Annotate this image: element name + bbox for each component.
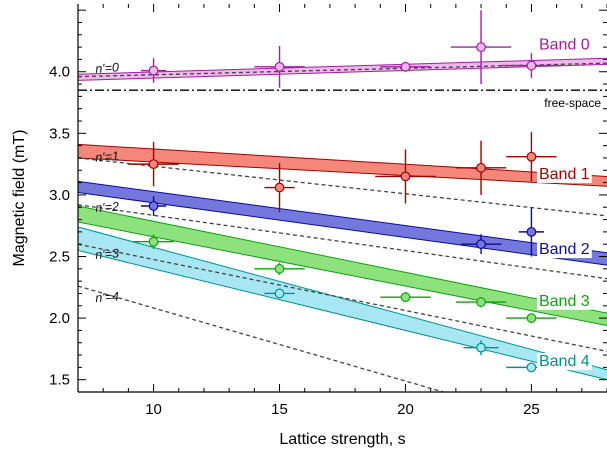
data-marker xyxy=(476,342,486,353)
y-tick-label: 3.0 xyxy=(49,187,70,204)
dashed-label-1: n'=1 xyxy=(95,149,120,165)
data-marker xyxy=(526,362,537,373)
data-marker xyxy=(476,162,486,173)
x-tick-label: 10 xyxy=(145,401,162,418)
plot-area: n'=0 n'=1 n'=2 n'=3 n'=4 Band 0 Band 1 Band 2 Ba… xyxy=(78,10,607,392)
data-point-0-0 xyxy=(140,58,167,83)
data-point-0-4 xyxy=(501,53,562,78)
band-lower-edge-1 xyxy=(78,157,607,187)
data-point-3-3 xyxy=(455,297,507,308)
data-marker xyxy=(148,159,159,170)
data-marker xyxy=(274,61,285,72)
data-point-1-0 xyxy=(128,141,179,187)
band-lower-edge-3 xyxy=(78,221,607,326)
data-marker xyxy=(526,313,537,323)
band-upper-edge-1 xyxy=(78,143,607,177)
band-label-4: Band 4 xyxy=(539,353,590,370)
x-tick-label: 25 xyxy=(523,401,540,418)
band-fill-0 xyxy=(78,58,607,81)
data-point-2-0 xyxy=(140,196,167,216)
band-label-bg-3 xyxy=(536,292,592,310)
dashed-label-4: n'=4 xyxy=(95,289,120,305)
data-point-4-0 xyxy=(264,288,295,299)
data-point-3-1 xyxy=(254,262,305,275)
band-lower-edge-2 xyxy=(78,191,607,266)
data-marker xyxy=(476,297,486,307)
band-label-bg-1 xyxy=(536,165,592,183)
band-fill-1 xyxy=(78,144,607,187)
band-lower-edge-0 xyxy=(78,63,607,81)
band-fill-4 xyxy=(78,226,607,380)
data-marker xyxy=(274,263,285,274)
free-space-label-bg xyxy=(541,96,605,111)
band-label-bg-2 xyxy=(536,241,592,259)
data-marker xyxy=(400,292,411,303)
data-point-1-3 xyxy=(455,140,507,195)
data-marker xyxy=(526,226,537,237)
data-point-3-0 xyxy=(133,234,174,250)
x-tick-label: 20 xyxy=(397,401,414,418)
data-marker xyxy=(148,236,159,247)
dashed-label-0: n'=0 xyxy=(95,60,120,76)
data-point-1-2 xyxy=(375,149,436,204)
dashed-line-3 xyxy=(78,243,607,352)
data-point-4-2 xyxy=(506,362,557,373)
data-point-0-1 xyxy=(254,45,305,88)
dashed-line-4 xyxy=(78,285,444,392)
y-tick-label: 2.5 xyxy=(49,249,70,266)
data-marker xyxy=(526,60,537,71)
data-marker xyxy=(148,201,159,211)
dashed-line-2 xyxy=(78,204,607,280)
x-axis-title: Lattice strength, s xyxy=(279,431,405,448)
band-label-0: Band 0 xyxy=(539,37,590,54)
data-point-2-1 xyxy=(460,234,502,255)
band-label-1: Band 1 xyxy=(539,166,590,183)
data-point-1-1 xyxy=(264,162,295,213)
data-point-3-2 xyxy=(380,292,431,303)
band-label-2: Band 2 xyxy=(539,241,590,258)
data-point-0-2 xyxy=(380,61,431,72)
dashed-label-2: n'=2 xyxy=(95,200,120,216)
data-marker xyxy=(476,42,486,53)
y-tick-label: 3.5 xyxy=(49,125,70,142)
data-point-3-4 xyxy=(506,313,557,324)
dashed-label-3: n'=3 xyxy=(95,246,120,262)
band-label-bg-4 xyxy=(536,353,592,371)
data-point-1-4 xyxy=(506,132,557,182)
y-axis-title: Magnetic field (mT) xyxy=(11,130,28,267)
dashed-line-1 xyxy=(78,157,607,217)
band-upper-edge-2 xyxy=(78,180,607,254)
data-point-0-3 xyxy=(450,10,512,85)
x-tick-label: 15 xyxy=(271,401,288,418)
data-marker xyxy=(400,171,411,182)
data-marker xyxy=(274,182,285,193)
data-point-2-2 xyxy=(518,207,545,257)
band-upper-edge-0 xyxy=(78,57,607,75)
y-tick-label: 4.0 xyxy=(49,64,70,81)
data-marker xyxy=(148,65,159,76)
data-marker xyxy=(274,288,285,299)
band-lower-edge-4 xyxy=(78,249,607,381)
data-marker xyxy=(526,151,537,162)
band-upper-edge-3 xyxy=(78,205,607,314)
free-space-label: free-space xyxy=(544,96,601,110)
data-point-4-1 xyxy=(463,340,499,356)
band-fill-3 xyxy=(78,206,607,326)
data-marker xyxy=(400,61,411,72)
band-label-bg-0 xyxy=(536,36,592,54)
y-tick-label: 2.0 xyxy=(49,310,70,327)
band-label-3: Band 3 xyxy=(539,293,590,310)
data-marker xyxy=(476,239,486,250)
y-tick-label: 1.5 xyxy=(49,372,70,389)
